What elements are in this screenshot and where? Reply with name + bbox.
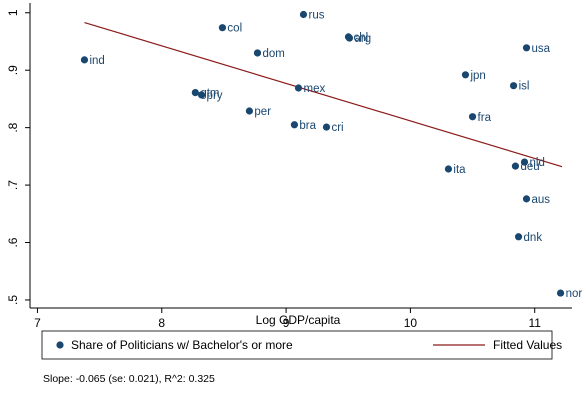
point (218, 24, 227, 32)
point-label: chl (353, 32, 368, 44)
y-tick-label: .5 (6, 295, 20, 305)
point-label: jpn (469, 70, 485, 82)
point (522, 195, 531, 203)
point (556, 289, 565, 297)
point (253, 49, 262, 57)
legend-label: Fitted Values (493, 338, 562, 352)
x-tick-label: 7 (34, 316, 41, 330)
point-label: bra (299, 120, 316, 132)
point-label: fra (478, 112, 492, 124)
y-tick-label: .7 (6, 180, 20, 190)
x-axis-label: Log GDP/capita (256, 313, 341, 327)
point-label: usa (532, 43, 551, 55)
point-label: gtm (200, 88, 219, 100)
y-tick-label: .6 (6, 237, 20, 247)
y-tick-label: 1 (6, 9, 20, 16)
point (322, 123, 331, 131)
point (294, 84, 303, 92)
point (514, 233, 523, 241)
point (299, 10, 308, 19)
y-tick-label: .9 (6, 65, 20, 75)
point (80, 56, 89, 64)
x-tick-label: 11 (528, 316, 541, 330)
point-label: arg (354, 33, 371, 45)
point-label: isl (519, 81, 530, 93)
point-label: rus (308, 10, 324, 22)
point (522, 44, 531, 52)
legend-marker (56, 341, 64, 349)
point-label: nor (566, 288, 583, 300)
x-tick-label: 9 (283, 316, 290, 330)
point (468, 113, 477, 121)
note: Slope: -0.065 (se: 0.021), R^2: 0.325 (43, 373, 215, 385)
point-label: cri (331, 122, 343, 134)
point-label: col (227, 23, 242, 35)
point-label: deu (520, 161, 539, 173)
point (461, 71, 470, 79)
point (511, 162, 520, 170)
point (245, 107, 254, 115)
point (290, 121, 299, 129)
point-label: dom (262, 48, 284, 60)
point (520, 158, 529, 166)
legend-box (41, 330, 553, 360)
point-label: pry (207, 90, 223, 102)
legend-label: Share of Politicians w/ Bachelor's or mo… (71, 338, 293, 352)
point-label: ita (453, 164, 466, 176)
point-label: ind (89, 55, 104, 67)
point (197, 91, 206, 99)
point-label: aus (532, 194, 551, 206)
x-tick-label: 10 (404, 316, 418, 330)
x-tick-label: 8 (158, 316, 165, 330)
point (191, 89, 199, 97)
point (345, 34, 354, 42)
y-tick-label: .8 (6, 122, 20, 132)
point (444, 165, 453, 173)
point-label: nld (530, 157, 545, 169)
point-label: dnk (524, 232, 543, 244)
fitted-line (84, 21, 563, 168)
point-label: mex (304, 83, 326, 95)
point (509, 82, 518, 90)
point-label: per (254, 106, 271, 118)
